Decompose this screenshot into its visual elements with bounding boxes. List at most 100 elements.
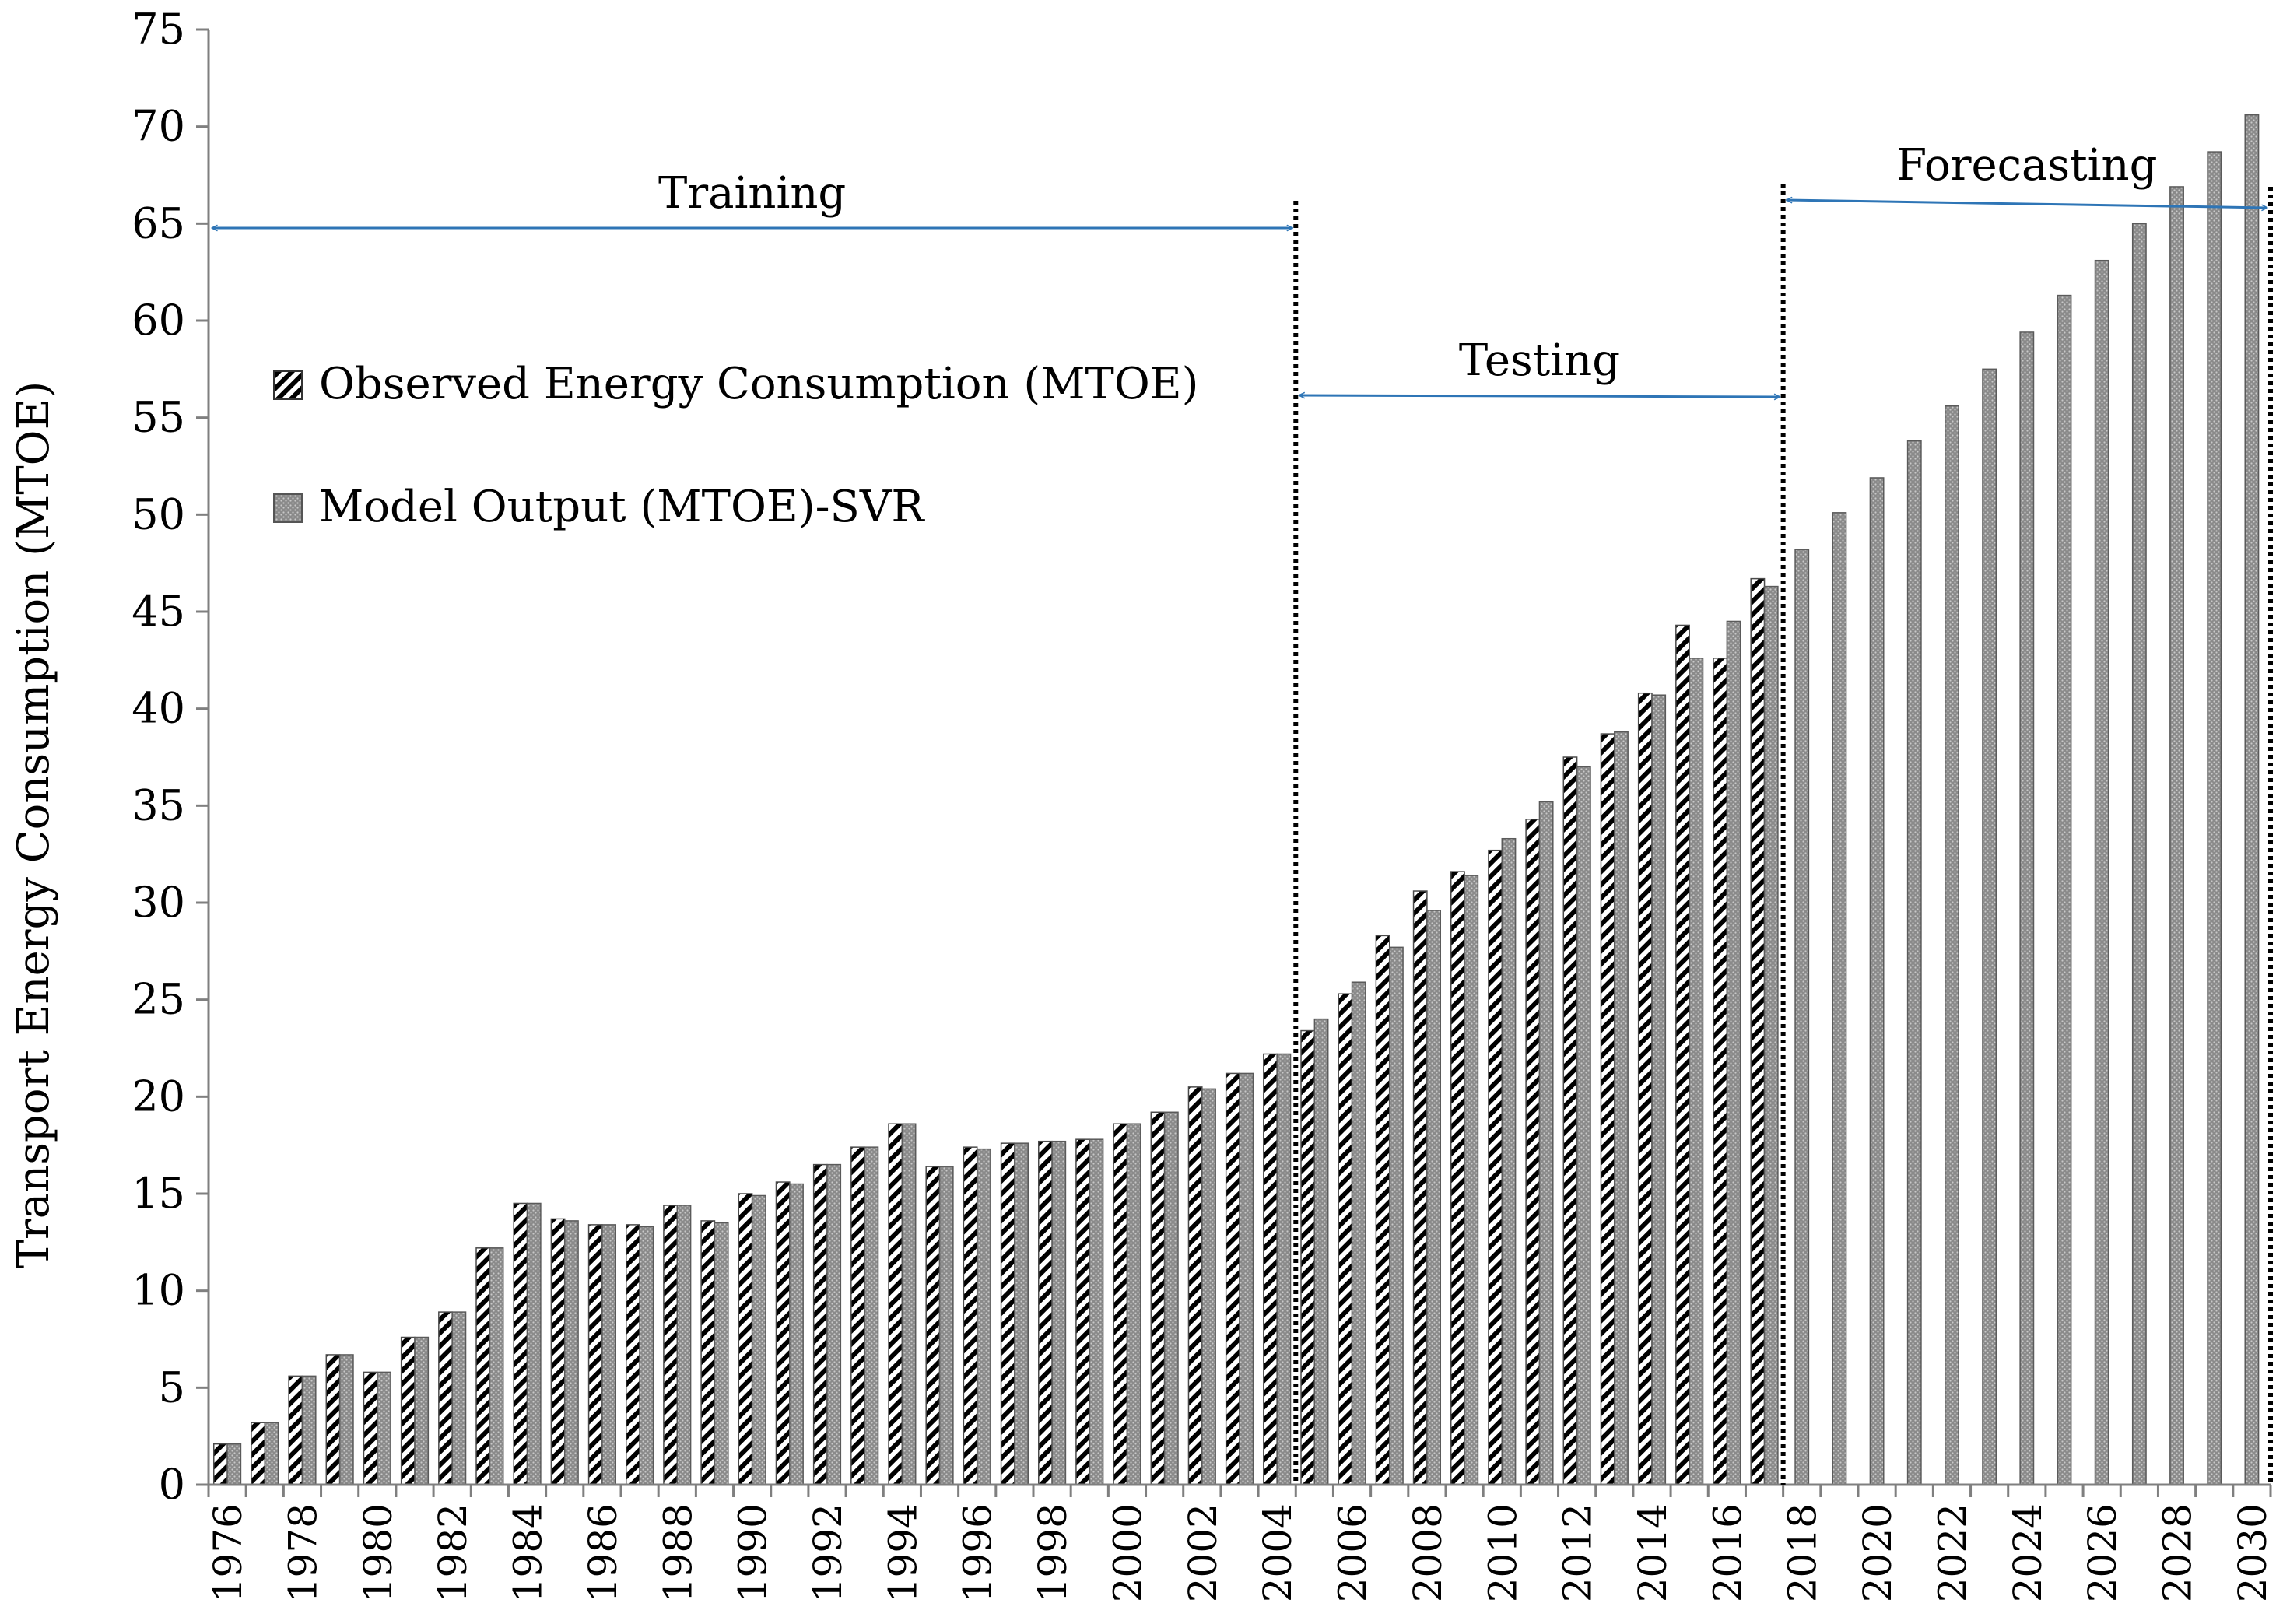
x-tick-label: 1982 (430, 1503, 475, 1602)
bar-model (1276, 1053, 1292, 1485)
x-tick-label: 2002 (1180, 1503, 1226, 1602)
bar-model (1689, 658, 1704, 1485)
bar-model (1089, 1138, 1104, 1485)
bar-observed (1037, 1140, 1053, 1485)
bar-model (2057, 294, 2072, 1485)
bar-model (901, 1123, 917, 1485)
bar-observed (1750, 577, 1766, 1485)
bar-model (1126, 1123, 1141, 1485)
x-tick-label: 2010 (1480, 1503, 1525, 1602)
bar-model (1014, 1142, 1029, 1485)
y-tick-label: 40 (132, 684, 185, 733)
x-tick-label: 1992 (805, 1503, 850, 1602)
bar-observed (1225, 1072, 1240, 1485)
bar-observed (963, 1146, 978, 1485)
bar-model (1313, 1018, 1329, 1485)
y-tick-label: 10 (132, 1266, 185, 1315)
x-tick-label: 2014 (1630, 1503, 1675, 1602)
bar-model (1906, 440, 1922, 1485)
bar-observed (625, 1224, 640, 1485)
bar-observed (1000, 1142, 1015, 1485)
x-tick-label: 1988 (655, 1503, 700, 1602)
x-tick-label: 2000 (1105, 1503, 1150, 1602)
y-axis-label: Transport Energy Consumption (MTOE) (9, 381, 59, 1269)
bar-model (601, 1224, 617, 1485)
bar-observed (850, 1146, 865, 1485)
bar-model (676, 1205, 692, 1485)
bar-observed (775, 1181, 791, 1485)
bar-model (301, 1375, 317, 1485)
bar-model (2207, 151, 2222, 1485)
x-tick-label: 1986 (580, 1503, 626, 1602)
y-tick-label: 25 (132, 975, 185, 1024)
bar-model (1576, 766, 1591, 1485)
bar-model (338, 1354, 354, 1485)
bar-model (1426, 910, 1442, 1485)
legend: Observed Energy Consumption (MTOE) Model… (273, 359, 1199, 532)
y-tick-label: 0 (159, 1460, 185, 1509)
x-tick-label: 2004 (1255, 1503, 1300, 1602)
bar-observed (550, 1218, 566, 1485)
testing-arrow (1299, 395, 1780, 397)
bar-model (1051, 1140, 1067, 1485)
bar-observed (663, 1205, 679, 1485)
legend-label-model: Model Output (MTOE)-SVR (319, 482, 925, 532)
bar-model (2131, 223, 2147, 1485)
bar-observed (888, 1123, 903, 1485)
bar-model (1201, 1088, 1216, 1485)
bar-model (414, 1336, 430, 1485)
bar-model (864, 1146, 879, 1485)
bar-model (639, 1226, 654, 1485)
x-tick-label: 2012 (1555, 1503, 1601, 1602)
forecasting-label: Forecasting (1896, 140, 2157, 191)
x-tick-label: 2026 (2080, 1503, 2125, 1602)
y-tick-label: 45 (132, 587, 185, 636)
bar-model (2169, 186, 2184, 1485)
y-tick-label: 50 (132, 489, 185, 538)
legend-label-observed: Observed Energy Consumption (MTOE) (319, 359, 1199, 409)
x-tick-label: 1980 (356, 1503, 401, 1602)
bar-model (1464, 875, 1479, 1485)
bar-observed (1338, 993, 1353, 1485)
x-tick-label: 1976 (205, 1503, 251, 1602)
bar-model (1239, 1072, 1254, 1485)
bar-model (2094, 259, 2109, 1485)
x-tick-label: 1978 (280, 1503, 325, 1602)
bar-observed (1300, 1029, 1316, 1485)
bar-model (1794, 549, 1810, 1485)
bar-observed (1525, 819, 1541, 1485)
y-tick-label: 30 (132, 878, 185, 927)
forecasting-arrow (1787, 200, 2267, 208)
bar-observed (1562, 756, 1578, 1485)
bar-observed (1637, 692, 1653, 1485)
bar-model (976, 1148, 991, 1485)
bar-model (714, 1222, 729, 1485)
training-label: Training (658, 168, 846, 219)
bar-model (2019, 331, 2035, 1485)
y-axis: 0 5 10 15 20 25 30 35 40 45 50 55 60 65 70 75 (132, 5, 210, 1509)
bar-model (1163, 1111, 1179, 1485)
y-tick-label: 65 (132, 198, 185, 247)
x-axis: 1976 1978 1980 1982 1984 1986 1988 1990 1992 1994… (205, 1483, 2275, 1602)
bar-observed (1075, 1138, 1091, 1485)
x-tick-label: 2030 (2230, 1503, 2275, 1602)
bar-model (451, 1311, 467, 1485)
bar-observed (925, 1166, 941, 1485)
bar-model (1982, 368, 1997, 1485)
bar-model (1832, 512, 1847, 1485)
bar-model (1726, 620, 1741, 1485)
bar-observed (1187, 1086, 1203, 1485)
bar-observed (1113, 1123, 1128, 1485)
x-tick-label: 1996 (956, 1503, 1001, 1602)
bar-model (1869, 477, 1885, 1485)
bar-model (1945, 405, 1959, 1485)
bar-observed (587, 1224, 603, 1485)
x-tick-label: 2008 (1405, 1503, 1450, 1602)
bar-observed (1263, 1053, 1278, 1485)
y-tick-label: 15 (132, 1169, 185, 1218)
bar-model (2244, 114, 2260, 1485)
bar-observed (738, 1193, 753, 1485)
bar-model (789, 1183, 804, 1485)
bar-observed (325, 1354, 341, 1485)
